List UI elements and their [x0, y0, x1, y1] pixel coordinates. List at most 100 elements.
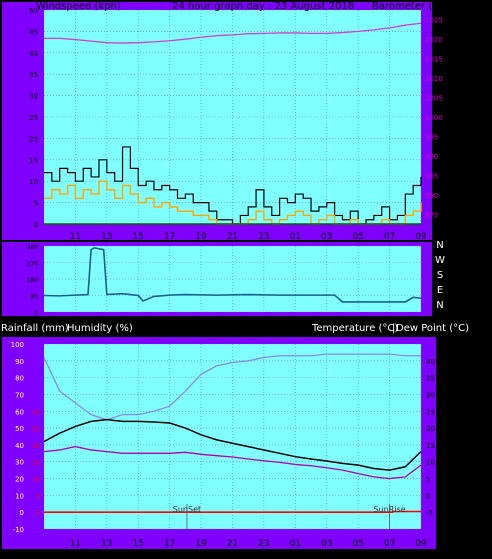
barometer-tick-label: 1005	[425, 95, 443, 103]
windspeed-axis-label: Windspeed (kph)	[36, 1, 121, 12]
humidity-tick-label: 30	[15, 459, 24, 467]
top-x-tick-label: 03	[321, 232, 332, 242]
humidity-tick-label: 60	[15, 408, 24, 416]
rainfall-tick-label: 30	[32, 409, 40, 416]
barometer-tick-label: 1020	[425, 36, 443, 44]
sunset-label: SunSet	[173, 505, 201, 514]
temperature-tick-label: -5	[426, 509, 433, 517]
direction-label: N	[436, 240, 443, 251]
humidity-tick-label: 90	[15, 358, 24, 366]
windspeed-tick-label: 15	[29, 157, 38, 165]
barometer-axis-label: Barometer (hpa)	[372, 1, 455, 12]
temperature-tick-label: 5	[426, 476, 430, 484]
bottom-x-tick-label: 21	[227, 539, 238, 549]
top-series-group	[44, 22, 422, 225]
temperature-tick-label: 35	[426, 375, 435, 383]
bottom-x-tick-label: 13	[101, 539, 112, 549]
windspeed-tick-label: 25	[29, 114, 38, 122]
top-x-tick-label: 09	[415, 232, 427, 242]
bottom-x-tick-label: 19	[195, 539, 207, 549]
dewpoint-axis-label: Dew Point (°C)	[396, 323, 469, 334]
temperature-axis-label: Temperature (°C)	[311, 323, 398, 334]
barometer-tick-label: 1000	[425, 114, 443, 122]
bottom-series-group: SunSet SunRise	[43, 353, 422, 529]
barometer-tick-label: 980	[425, 192, 438, 200]
bottom-x-tick-label: 07	[384, 539, 395, 549]
direction-tick-label: 270	[27, 261, 39, 268]
top-x-tick-label: 11	[70, 232, 81, 242]
barometer-tick-label: 990	[425, 153, 438, 161]
humidity-tick-label: 80	[15, 375, 24, 383]
top-chart-title: 24 hour graph day : 23 August 2018	[172, 1, 354, 12]
bottom-x-tick-label: 23	[258, 539, 269, 549]
bottom-x-tick-label: 17	[164, 539, 175, 549]
temperature-tick-label: 30	[426, 391, 435, 399]
direction-tick-label: 180	[27, 277, 39, 284]
windspeed-tick-label: 35	[29, 71, 38, 79]
humidity-tick-label: 70	[15, 391, 24, 399]
top-x-tick-label: 19	[195, 232, 207, 242]
axis-tick-labels: 0510152025303540455097598098599099510001…	[11, 7, 443, 549]
rainfall-tick-label: 15	[32, 460, 40, 467]
humidity-tick-label: 40	[15, 442, 24, 450]
direction-label: W	[435, 255, 445, 266]
humidity-tick-label: -10	[13, 526, 24, 534]
direction-label: S	[437, 270, 443, 281]
direction-label: N	[436, 300, 443, 311]
direction-tick-label: 360	[27, 244, 39, 251]
bottom-x-tick-label: 09	[415, 539, 427, 549]
top-x-tick-label: 07	[384, 232, 395, 242]
top-x-tick-label: 23	[258, 232, 269, 242]
humidity-tick-label: 10	[15, 492, 24, 500]
bottom-x-tick-label: 15	[133, 539, 144, 549]
temperature-tick-label: 15	[426, 442, 435, 450]
barometer-tick-label: 975	[425, 211, 438, 219]
bottom-x-tick-label: 05	[352, 539, 363, 549]
barometer-tick-label: 995	[425, 133, 438, 141]
rainfall-tick-label: 20	[32, 443, 40, 450]
direction-label: E	[437, 285, 443, 296]
windspeed-tick-label: 30	[29, 93, 38, 101]
sunrise-label: SunRise	[374, 505, 406, 514]
windspeed-tick-label: 5	[34, 200, 38, 208]
rainfall-tick-label: 5	[36, 493, 40, 500]
windspeed-tick-label: 50	[29, 7, 38, 15]
windspeed-tick-label: 40	[29, 50, 38, 58]
rainfall-tick-label: 10	[32, 477, 40, 484]
top-x-tick-label: 05	[352, 232, 363, 242]
barometer-tick-label: 1025	[425, 17, 443, 25]
top-x-tick-label: 17	[164, 232, 175, 242]
top-x-tick-label: 15	[133, 232, 144, 242]
rainfall-tick-label: 0	[36, 510, 40, 517]
direction-series-group	[43, 246, 422, 303]
windspeed-tick-label: 45	[29, 28, 38, 36]
barometer-tick-label: 1010	[425, 75, 443, 83]
humidity-tick-label: 20	[15, 476, 24, 484]
temperature-tick-label: 20	[426, 425, 435, 433]
top-x-tick-label: 01	[290, 232, 301, 242]
barometer-tick-label: 985	[425, 172, 438, 180]
humidity-tick-label: 100	[11, 341, 24, 349]
temperature-tick-label: 10	[426, 459, 435, 467]
rainfall-line	[44, 510, 421, 513]
dewpoint-line	[43, 445, 422, 480]
bottom-x-tick-label: 01	[290, 539, 301, 549]
direction-tick-label: 0	[34, 310, 38, 317]
humidity-tick-label: 50	[15, 425, 24, 433]
wind-direction-line	[43, 246, 422, 303]
rainfall-axis-label: Rainfall (mm)	[1, 323, 69, 334]
rainfall-tick-label: 25	[32, 426, 40, 433]
windspeed-tick-label: 20	[29, 135, 38, 143]
barometer-tick-label: 1015	[425, 56, 443, 64]
temperature-tick-label: 40	[426, 358, 435, 366]
bottom-x-tick-label: 11	[70, 539, 81, 549]
dewpoint-axis-sep: |	[392, 323, 395, 334]
temperature-tick-label: 25	[426, 408, 435, 416]
temperature-line	[43, 418, 422, 471]
windspeed-tick-label: 0	[34, 221, 38, 229]
windspeed-tick-label: 10	[29, 178, 38, 186]
direction-grid	[44, 245, 422, 313]
